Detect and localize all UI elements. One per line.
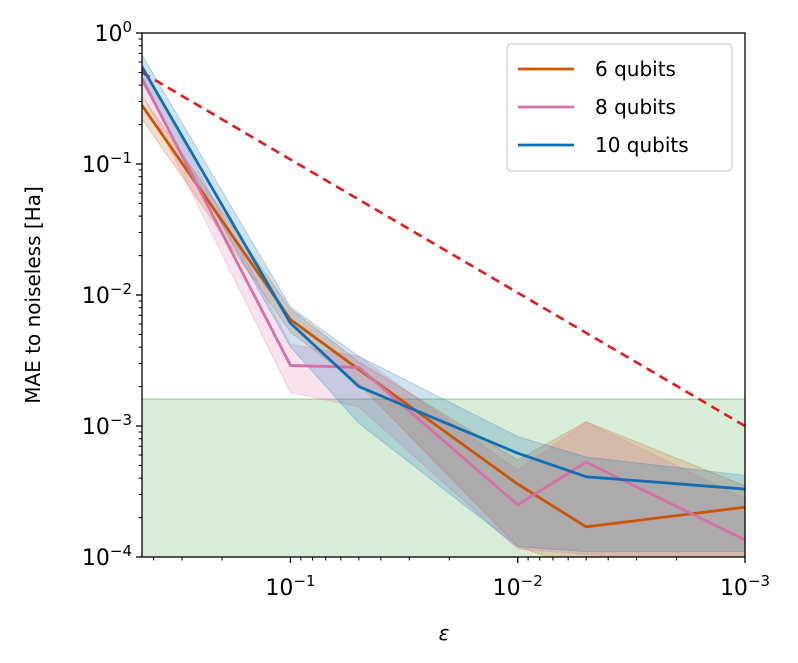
y-tick-label-1-base: 10 [94,22,122,47]
legend-label-2: 8 qubits [595,95,676,119]
plot-content [142,53,745,557]
y-tick-label-2: 10−1 [82,149,132,178]
y-tick-label-5: 10−4 [82,542,132,571]
legend-box [506,43,733,172]
x-tick-label-2: 10−2 [493,572,543,601]
error-band-series-3 [142,53,745,553]
y-tick-label-5-exponent: −4 [110,542,132,560]
series-line-2 [142,77,745,542]
legend-label-1: 6 qubits [595,57,676,81]
plot-area [142,53,745,557]
y-tick-label-2-exponent: −1 [110,149,132,167]
x-tick-label-3-base: 10 [720,576,748,601]
x-axis-label: ε [439,621,450,645]
x-tick-label-1-base: 10 [265,576,293,601]
x-tick-label-1: 10−1 [265,572,315,601]
reference-line [142,71,745,428]
y-tick-label-3: 10−2 [82,280,132,309]
y-tick-label-3-base: 10 [82,284,110,309]
y-tick-label-1: 100 [94,18,132,47]
legend-label-3: 10 qubits [595,133,689,157]
y-tick-label-4-base: 10 [82,415,110,440]
y-tick-label-4-exponent: −3 [110,411,132,429]
y-tick-label-4: 10−3 [82,411,132,440]
y-tick-label-5-base: 10 [82,546,110,571]
series-line-3 [142,66,745,491]
y-axis-label: MAE to noiseless [Ha] [21,186,45,404]
error-band-series-2 [142,63,745,557]
y-tick-label-1-exponent: 0 [122,18,132,36]
x-tick-label-3-exponent: −3 [748,572,770,590]
y-tick-label-3-exponent: −2 [110,280,132,298]
legend: 6 qubits 8 qubits 10 qubits [506,43,733,172]
x-tick-label-2-exponent: −2 [521,572,543,590]
threshold-band [142,399,745,557]
x-tick-label-2-base: 10 [493,576,521,601]
y-tick-label-2-base: 10 [82,153,110,178]
x-tick-label-1-exponent: −1 [293,572,315,590]
error-band-series-1 [142,95,745,557]
series-line-1 [142,104,745,529]
x-tick-label-3: 10−3 [720,572,770,601]
